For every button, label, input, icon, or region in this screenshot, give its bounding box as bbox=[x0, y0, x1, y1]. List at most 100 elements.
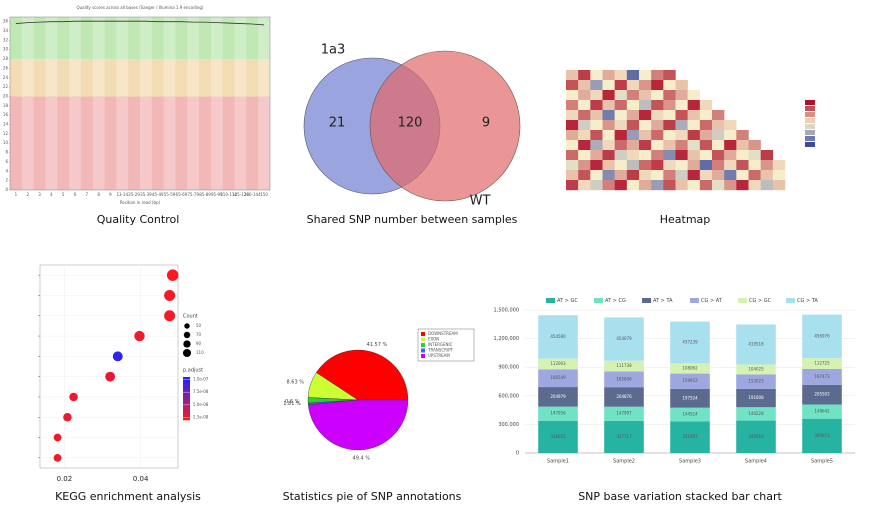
heatmap-cell bbox=[724, 170, 737, 181]
x-tick-label: 0.04 bbox=[133, 475, 149, 483]
heatmap-cell bbox=[626, 170, 640, 181]
y-tick-label: 6 bbox=[5, 159, 8, 164]
heatmap-cell bbox=[712, 110, 725, 121]
heatmap-cell bbox=[687, 130, 701, 141]
bar-value-label: 148642 bbox=[814, 409, 830, 414]
bar-value-label: 147956 bbox=[550, 411, 566, 416]
heatmap-cell bbox=[663, 170, 676, 181]
heatmap-cell bbox=[566, 130, 579, 141]
heatmap-cell bbox=[760, 150, 774, 161]
heatmap-cell bbox=[602, 140, 615, 151]
x-tick-label: 35-39 bbox=[140, 192, 152, 197]
bar-segment bbox=[736, 374, 776, 389]
bar-value-label: 186549 bbox=[550, 375, 566, 380]
bar-segment bbox=[802, 384, 842, 405]
venn-count: 120 bbox=[398, 116, 423, 131]
heatmap-cell bbox=[651, 120, 664, 131]
bar-segment bbox=[736, 420, 776, 453]
panel-caption: KEGG enrichment analysis bbox=[55, 490, 201, 503]
y-tick-label: 1,500,000 bbox=[494, 308, 519, 314]
colorbar-step bbox=[183, 402, 190, 406]
heatmap-cell bbox=[639, 110, 652, 121]
bar-value-label: 204979 bbox=[550, 394, 566, 399]
bar-segment bbox=[604, 420, 644, 453]
heatmap-cell bbox=[736, 160, 749, 171]
bar-segment bbox=[802, 314, 842, 359]
heatmap-cell bbox=[699, 180, 713, 191]
x-tick-label: 1 bbox=[15, 192, 18, 197]
colorbar-swatch bbox=[805, 100, 815, 105]
heatmap-cell bbox=[712, 130, 725, 141]
colorbar-step bbox=[183, 411, 190, 414]
heatmap-cell bbox=[590, 160, 603, 171]
set-label: WT bbox=[470, 194, 491, 209]
heatmap-cell bbox=[614, 100, 628, 111]
heatmap-cell bbox=[578, 150, 591, 161]
stripe bbox=[140, 17, 152, 190]
heatmap-cell bbox=[687, 150, 701, 161]
heatmap-cell bbox=[651, 180, 664, 191]
bar-segment bbox=[604, 360, 644, 372]
colorbar-step bbox=[183, 415, 190, 419]
heatmap-cell bbox=[651, 140, 664, 151]
colorbar-swatch bbox=[805, 118, 815, 123]
heatmap-cell bbox=[626, 70, 640, 81]
heatmap-cell bbox=[602, 100, 615, 111]
heatmap-cell bbox=[578, 180, 591, 191]
heatmap-cell bbox=[663, 80, 676, 91]
x-tick-label: Sample1 bbox=[547, 459, 569, 465]
venn-count: 9 bbox=[482, 116, 490, 131]
colorbar-step bbox=[183, 385, 190, 389]
enrichment-point bbox=[134, 330, 145, 342]
heatmap-cell bbox=[578, 160, 591, 171]
x-tick-label: 3 bbox=[38, 192, 41, 197]
plot-bg bbox=[39, 264, 179, 469]
y-tick-label: 900,000 bbox=[498, 365, 519, 371]
heatmap-cell bbox=[566, 90, 579, 101]
x-tick-label: Sample3 bbox=[679, 459, 701, 465]
pie-value-label: 1.81 % bbox=[283, 401, 301, 407]
heatmap-cell bbox=[712, 170, 725, 181]
panel-caption: SNP base variation stacked bar chart bbox=[578, 490, 782, 503]
heatmap-cell bbox=[651, 170, 664, 181]
y-tick-label: 4 bbox=[5, 168, 8, 173]
heatmap-cell bbox=[651, 90, 664, 101]
heatmap-cell bbox=[614, 180, 628, 191]
heatmap-cell bbox=[566, 100, 579, 111]
heatmap-cell bbox=[724, 140, 737, 151]
bar-segment bbox=[604, 387, 644, 407]
x-tick-label: 125-129 bbox=[232, 192, 249, 197]
heatmap-cell bbox=[772, 180, 786, 191]
quality-line bbox=[15, 20, 265, 26]
heatmap-cell bbox=[578, 70, 591, 81]
heatmap-cell bbox=[578, 170, 591, 181]
colorbar-step bbox=[183, 377, 190, 380]
heatmap-cell bbox=[590, 80, 603, 91]
heatmap-cell bbox=[578, 130, 591, 141]
heatmap-cell bbox=[626, 110, 640, 121]
heatmap-cell bbox=[687, 110, 701, 121]
heatmap-cell bbox=[736, 150, 749, 161]
x-tick-label: 2 bbox=[26, 192, 29, 197]
heatmap-cell bbox=[663, 120, 676, 131]
x-tick-label: 6 bbox=[74, 192, 77, 197]
y-tick-label: 20 bbox=[3, 93, 9, 98]
y-tick-label: 32 bbox=[3, 37, 9, 42]
y-tick-label: 1,200,000 bbox=[494, 336, 519, 342]
heatmap-cell bbox=[663, 90, 676, 101]
stripe bbox=[234, 17, 247, 190]
heatmap-cell bbox=[663, 160, 676, 171]
heatmap-cell bbox=[602, 160, 615, 171]
heatmap-cell bbox=[566, 70, 579, 81]
legend-label: CG > TA bbox=[797, 298, 818, 304]
bar-segment bbox=[538, 406, 578, 421]
heatmap-cell bbox=[602, 80, 615, 91]
heatmap-cell bbox=[663, 110, 676, 121]
colorbar-swatch bbox=[805, 130, 815, 135]
bar-value-label: 112003 bbox=[550, 361, 566, 366]
x-tick-label: 45-49 bbox=[152, 192, 164, 197]
heatmap-cell bbox=[663, 100, 676, 111]
quality-band bbox=[10, 59, 270, 97]
heatmap-cell bbox=[736, 130, 749, 141]
heatmap-cell bbox=[614, 130, 628, 141]
